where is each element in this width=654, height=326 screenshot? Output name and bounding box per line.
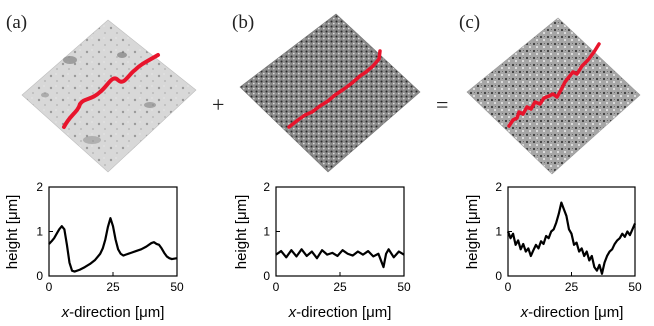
profile-line-c [507,42,601,128]
chart-c-xtick-label-1: 25 [565,280,579,294]
chart-b: 0 25 50 0 1 2 height [μm] x-direction [μm] [233,180,411,321]
chart-b-xtick-label-1: 25 [333,280,347,294]
chart-a: 0 25 50 0 1 2 height [μm] x-direction [μm] [4,180,184,321]
chart-a-xtick-label-0: 0 [46,280,53,294]
panel-label-c: (c) [459,12,480,33]
chart-b-xtick-label-2: 50 [397,280,411,294]
profile-line-b [287,49,382,129]
operator-plus: + [212,92,224,117]
chart-a-ytick-label-2: 2 [36,180,43,194]
surface-c [466,17,641,175]
panel-label-a: (a) [6,12,27,33]
chart-c-ytick-label-2: 2 [495,180,502,194]
operator-equals: = [436,92,448,117]
profile-line-a [62,53,160,129]
chart-c-ylabel: height [μm] [464,195,481,270]
chart-b-ytick-label-0: 0 [263,269,270,283]
chart-a-ylabel: height [μm] [4,195,21,270]
chart-c-frame [507,186,636,277]
chart-a-ytick-label-0: 0 [36,269,43,283]
panel-label-b: (b) [232,12,254,33]
chart-b-xlabel: x-direction [μm] [288,304,392,321]
chart-c-series-line-0 [506,201,637,275]
chart-a-series-line-0 [48,217,178,273]
chart-c-ytick-label-0: 0 [495,269,502,283]
chart-c-xtick-label-2: 50 [628,280,642,294]
surface-a [21,19,197,173]
chart-a-xlabel: x-direction [μm] [61,304,165,321]
chart-c: 0 25 50 0 1 2 height [μm] x-direction [μm] [464,180,642,321]
chart-a-xtick-label-2: 50 [170,280,184,294]
chart-b-series-line-0 [275,248,405,269]
chart-a-ytick-label-1: 1 [36,225,43,239]
chart-c-xtick-label-0: 0 [505,280,512,294]
surface-b [239,13,421,173]
chart-b-ylabel: height [μm] [233,195,250,270]
chart-b-ytick-label-2: 2 [263,180,270,194]
chart-a-xtick-label-1: 25 [106,280,120,294]
chart-c-ytick-label-1: 1 [495,225,502,239]
chart-c-xlabel: x-direction [μm] [520,304,624,321]
chart-b-xtick-label-0: 0 [273,280,280,294]
chart-b-ytick-label-1: 1 [263,225,270,239]
